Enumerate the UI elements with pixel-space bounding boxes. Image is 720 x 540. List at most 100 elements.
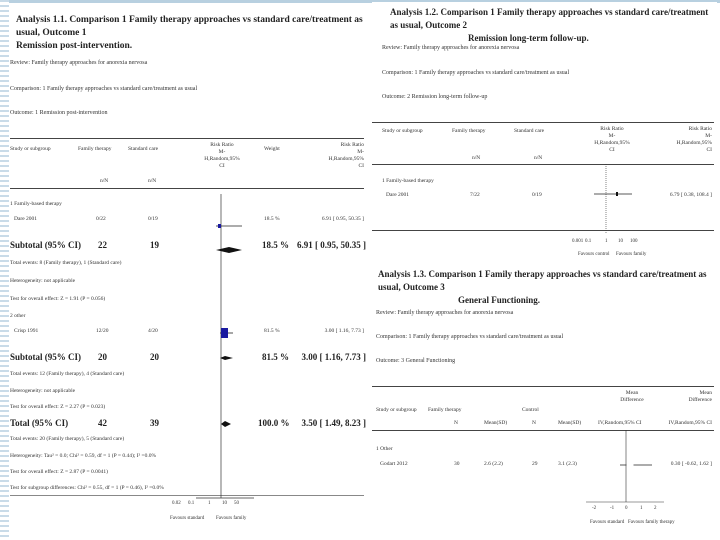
col-study: Study or subgroup: [376, 407, 417, 413]
title-line-2: General Functioning.: [458, 295, 541, 305]
nN-2: n/N: [534, 155, 543, 161]
favours-right: Favours family: [616, 252, 647, 257]
study-ctl-mean: 3.1 (2.3): [558, 461, 577, 467]
col-risk-ratio-right: Risk Ratio M- H,Random,95% CI: [668, 126, 712, 154]
overall-effect-3: Test for overall effect: Z = 2.87 (P = 0…: [10, 469, 108, 475]
forest-plot-1: [196, 194, 254, 499]
point-dare: [616, 192, 618, 196]
comparison-line: Comparison: 1 Family therapy approaches …: [376, 334, 564, 340]
study-ft-2: 12/20: [96, 328, 109, 334]
title-line-2: Remission long-term follow-up.: [468, 33, 589, 43]
top-border: [0, 0, 720, 3]
col-standard-care: Standard care: [128, 146, 159, 152]
study-sc: 0/19: [532, 192, 542, 198]
rr-h4: CI: [219, 163, 225, 169]
rr-h3: H,Random,95%: [594, 140, 630, 146]
study-sc-2: 4/20: [148, 328, 158, 334]
comparison-line: Comparison: 1 Family therapy approaches …: [382, 70, 570, 76]
axis-tick-5: 100: [630, 239, 638, 244]
axis-tick-5: 2: [654, 506, 657, 511]
title-line-1: Analysis 1.3. Comparison 1 Family therap…: [378, 269, 707, 292]
left-border-decoration: [0, 0, 9, 540]
analysis-1-1-title: Analysis 1.1. Comparison 1 Family therap…: [16, 14, 368, 53]
events-3: Total events: 20 (Family therapy), 5 (St…: [10, 436, 125, 442]
title-line-1: Analysis 1.2. Comparison 1 Family therap…: [390, 7, 709, 30]
subgroup-differences: Test for subgroup differences: Chi² = 0.…: [10, 485, 164, 491]
col-risk-ratio-right: Risk Ratio M- H,Random,95% CI: [320, 142, 364, 170]
col-mean-difference-right: Mean Difference: [658, 390, 712, 404]
axis-tick-4: 10: [618, 239, 623, 244]
subtotal-sc-2: 20: [150, 352, 159, 362]
study-ft-n: 30: [454, 461, 460, 467]
review-line: Review: Family therapy approaches for an…: [376, 310, 514, 316]
nN-1: n/N: [472, 155, 481, 161]
overall-effect-2: Test for overall effect: Z = 2.27 (P = 0…: [10, 404, 106, 410]
diamond-total: [221, 421, 231, 427]
rr-h2: M-: [218, 149, 226, 155]
md-right-h1: Mean: [699, 390, 712, 396]
rr-right-h4: CI: [706, 147, 713, 153]
header-bottom-rule: [372, 430, 714, 431]
rr-h1: Risk Ratio: [600, 126, 624, 132]
col-control: Control: [522, 407, 539, 413]
group-label-2: 2 other: [10, 313, 26, 319]
rr-right-h1: Risk Ratio: [340, 142, 364, 148]
analysis-1-3-title: Analysis 1.3. Comparison 1 Family therap…: [378, 268, 717, 307]
subtotal-ci-2: 3.00 [ 1.16, 7.73 ]: [301, 352, 367, 362]
favours-left: Favours standard: [170, 516, 205, 521]
rr-right-h2: M-: [705, 133, 712, 139]
subtotal-sc: 19: [150, 240, 159, 250]
total-sc: 39: [150, 418, 159, 428]
outcome-line: Outcome: 1 Remission post-intervention: [10, 110, 108, 116]
rr-h3: H,Random,95%: [204, 156, 240, 162]
subtotal-weight-2: 81.5 %: [262, 352, 289, 362]
point-godart: [626, 461, 634, 469]
point-dare: [218, 224, 221, 228]
analysis-1-2-title: Analysis 1.2. Comparison 1 Family therap…: [390, 6, 717, 45]
header-top-rule: [372, 386, 714, 387]
comparison-line: Comparison: 1 Family therapy approaches …: [10, 86, 198, 92]
study-name-2: Crisp 1991: [14, 328, 39, 334]
events-2: Total events: 12 (Family therapy), 4 (St…: [10, 371, 125, 377]
events-1: Total events: 8 (Family therapy), 1 (Sta…: [10, 260, 122, 266]
subtotal-ft: 22: [98, 240, 107, 250]
study-weight: 18.5 %: [264, 216, 280, 222]
axis-tick-3: 0: [625, 506, 628, 511]
study-ft-mean: 2.6 (2.2): [484, 461, 503, 467]
title-line-1: Analysis 1.1. Comparison 1 Family therap…: [16, 15, 363, 38]
heterogeneity-3: Heterogeneity: Tau² = 0.0; Chi² = 0.59, …: [10, 453, 157, 459]
axis-tick-2: 0.1: [585, 239, 592, 244]
bottom-rule: [372, 230, 714, 231]
col-standard-care: Standard care: [514, 128, 545, 134]
col-n-1: N: [454, 420, 458, 426]
forest-plot-3: [586, 430, 664, 503]
study-weight-2: 81.5 %: [264, 328, 280, 334]
col-mean-difference: Mean Difference: [602, 390, 662, 404]
col-family-therapy: Family therapy: [428, 407, 462, 413]
header-top-rule: [372, 122, 714, 123]
study-name: Dare 2001: [14, 216, 38, 222]
rr-right-h2: M-: [357, 149, 364, 155]
group-label: 1 Family-based therapy: [10, 201, 62, 207]
analysis-1-3-panel: Analysis 1.3. Comparison 1 Family therap…: [372, 262, 717, 537]
favours-left: Favours standard: [590, 520, 625, 525]
axis-tick-5: 50: [234, 501, 239, 506]
col-iv-random: IV,Random,95% CI: [598, 420, 642, 426]
point-crisp: [221, 328, 228, 338]
col-family-therapy: Family therapy: [78, 146, 112, 152]
col-family-therapy: Family therapy: [452, 128, 486, 134]
analysis-1-1-panel: Analysis 1.1. Comparison 1 Family therap…: [10, 8, 368, 538]
bottom-rule: [10, 495, 364, 496]
total-ft: 42: [98, 418, 107, 428]
col-weight: Weight: [264, 146, 280, 152]
study-ft: 0/22: [96, 216, 106, 222]
subtotal-ci: 6.91 [ 0.95, 50.35 ]: [297, 240, 366, 250]
rr-h2: M-: [608, 133, 616, 139]
favours-left: Favours control: [578, 252, 610, 257]
diamond-subtotal-1: [216, 247, 242, 253]
col-iv-random-right: IV,Random,95% CI: [668, 420, 712, 426]
total-label: Total (95% CI): [10, 418, 69, 428]
axis-tick-3: 1: [208, 501, 211, 506]
axis-tick-2: -1: [610, 506, 615, 511]
subtotal-label-2: Subtotal (95% CI): [10, 352, 82, 362]
